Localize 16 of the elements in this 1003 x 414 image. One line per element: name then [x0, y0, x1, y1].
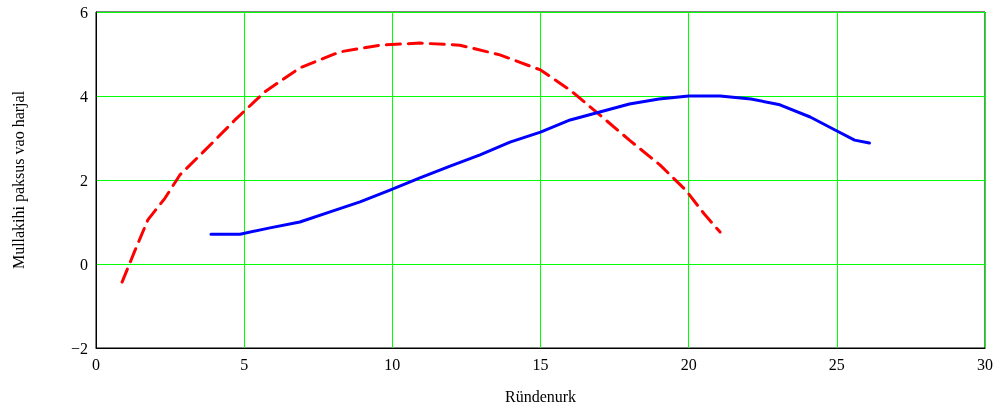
- x-tick-label: 10: [384, 355, 401, 373]
- x-tick-label: 0: [92, 355, 100, 373]
- y-tick-label: 2: [80, 171, 88, 189]
- y-tick-label: −2: [70, 339, 88, 357]
- x-tick-label: 30: [977, 355, 993, 373]
- x-tick-label: 15: [532, 355, 549, 373]
- x-axis-title: Ründenurk: [504, 387, 577, 405]
- x-tick-label: 5: [240, 355, 249, 373]
- x-tick-label: 25: [828, 355, 845, 373]
- y-tick-label: 0: [80, 255, 88, 273]
- y-tick-label: 6: [80, 3, 88, 21]
- y-axis-title: Mullakihi paksus vao harjal: [9, 90, 28, 270]
- line-series: [120, 41, 722, 284]
- line-series: [209, 94, 871, 236]
- y-tick-label: 4: [80, 87, 88, 105]
- x-tick-label: 20: [680, 355, 697, 373]
